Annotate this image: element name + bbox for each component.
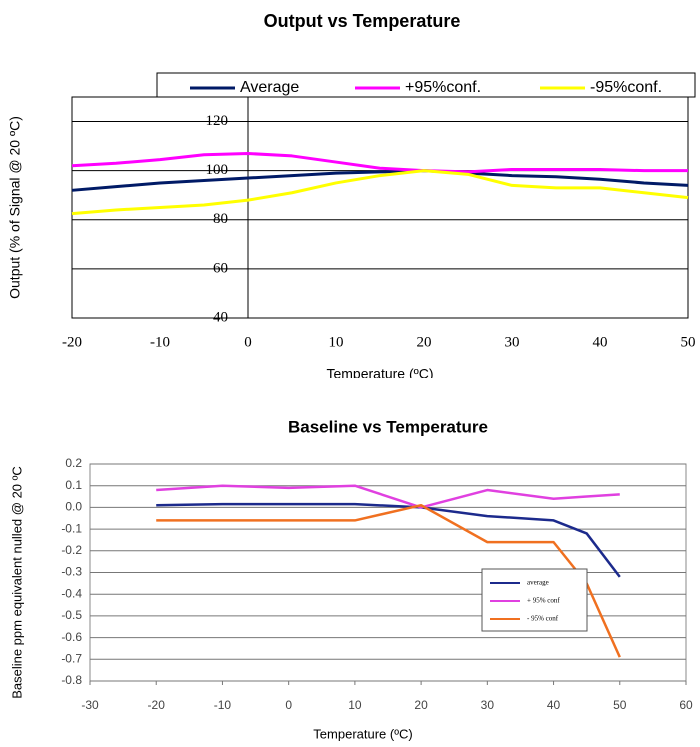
y-axis-label: Output (% of Signal @ 20 ºC)	[7, 116, 23, 299]
series-line	[71, 151, 688, 174]
x-tick-label: -10	[150, 334, 170, 350]
x-tick-label: 60	[679, 698, 693, 712]
x-tick-label: 10	[329, 334, 344, 350]
y-tick-label: 0.1	[65, 478, 82, 492]
y-tick-label: -0.8	[61, 673, 82, 687]
y-tick-label: 0.2	[65, 456, 82, 470]
x-tick-label: 40	[593, 334, 608, 350]
x-axis-label: Temperature (ºC)	[326, 366, 433, 378]
x-tick-label: 0	[285, 698, 292, 712]
x-tick-label: -20	[62, 334, 82, 350]
y-tick-label: -0.1	[61, 521, 82, 535]
x-tick-label: -20	[148, 698, 166, 712]
x-tick-label: 50	[681, 334, 696, 350]
legend-label: +95%conf.	[405, 79, 481, 96]
series-line	[71, 169, 689, 192]
legend: Average +95%conf. -95%conf.	[156, 72, 696, 98]
series-line	[71, 169, 689, 216]
y-tick-label: -0.3	[61, 565, 82, 579]
y-tick-label: -0.5	[61, 608, 82, 622]
x-tick-label: 30	[505, 334, 520, 350]
legend: average + 95% conf - 95% conf	[481, 568, 588, 632]
y-tick-label: 80	[213, 211, 228, 227]
y-tick-label: -0.4	[61, 586, 82, 600]
y-tick-label: 120	[206, 113, 229, 129]
x-tick-label: -10	[214, 698, 232, 712]
x-tick-label: 0	[244, 334, 252, 350]
x-tick-label: 10	[348, 698, 362, 712]
x-tick-label: 50	[613, 698, 627, 712]
y-axis-label: Baseline ppm equivalent nulled @ 20 ºC	[9, 466, 24, 699]
y-tick-label: 0.0	[65, 500, 82, 514]
y-tick-label: -0.6	[61, 630, 82, 644]
x-tick-label: 40	[547, 698, 561, 712]
legend-label: average	[527, 579, 549, 587]
x-axis-label: Temperature (ºC)	[313, 726, 412, 741]
legend-label: Average	[240, 79, 299, 96]
legend-label: - 95% conf	[527, 615, 559, 623]
chart-output: Output vs Temperature 40 60 80 100 120 -20 -10 0…	[7, 11, 696, 378]
legend-label: + 95% conf	[527, 597, 560, 605]
y-tick-label: 60	[213, 260, 228, 276]
legend-box	[156, 72, 696, 98]
chart-title: Baseline vs Temperature	[288, 417, 488, 436]
x-tick-label: 30	[481, 698, 495, 712]
x-tick-label: -30	[81, 698, 99, 712]
y-tick-label: 40	[213, 309, 228, 325]
y-tick-label: 100	[206, 162, 229, 178]
x-tick-label: 20	[417, 334, 432, 350]
x-tick-label: 20	[414, 698, 428, 712]
series-line	[156, 484, 620, 509]
chart-baseline: Baseline vs Temperature 0.2 0.1 0.0 -0.1 -0.2…	[9, 417, 693, 741]
y-tick-label: -0.2	[61, 543, 82, 557]
y-tick-label: -0.7	[61, 651, 82, 665]
legend-label: -95%conf.	[590, 79, 662, 96]
chart-title: Output vs Temperature	[264, 11, 461, 31]
